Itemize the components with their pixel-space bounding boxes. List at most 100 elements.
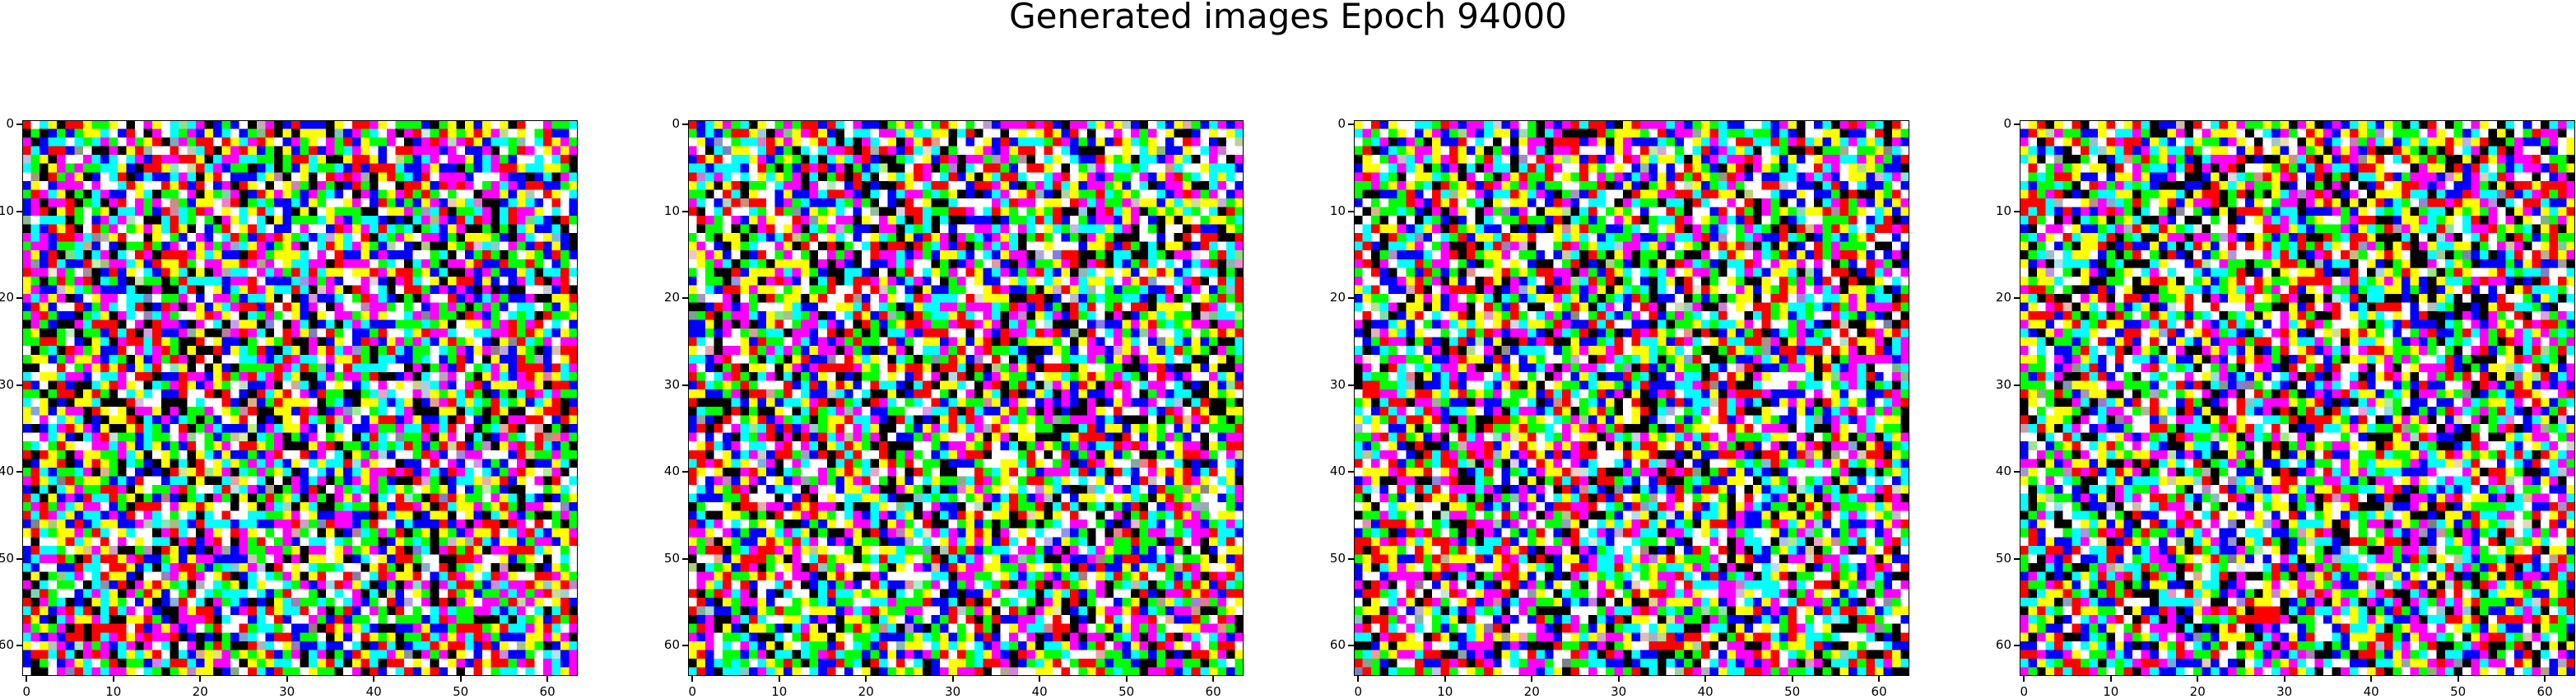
x-tick-label: 0 [22, 684, 31, 699]
y-tick-label: 10 [1995, 203, 2011, 218]
y-tick-label: 30 [663, 376, 680, 392]
x-tick-mark [2023, 676, 2025, 682]
y-tick-mark [16, 297, 22, 300]
x-tick-mark [112, 676, 114, 682]
y-tick-label: 60 [1995, 637, 2011, 653]
y-tick-label: 20 [1995, 290, 2011, 305]
x-tick-mark [778, 676, 780, 682]
axes-frame [2020, 120, 2575, 676]
y-tick-mark [682, 297, 688, 300]
x-tick-mark [1039, 676, 1041, 682]
y-tick-mark [1348, 384, 1354, 386]
x-tick-mark [1791, 676, 1793, 682]
x-tick-label: 20 [192, 684, 208, 699]
x-tick-label: 20 [1523, 684, 1540, 699]
x-tick-label: 0 [1354, 684, 1363, 699]
x-tick-mark [691, 676, 694, 682]
y-tick-mark [16, 557, 22, 560]
x-tick-mark [1212, 676, 1215, 682]
x-tick-label: 20 [858, 684, 874, 699]
y-tick-mark [16, 645, 22, 647]
x-tick-label: 30 [279, 684, 295, 699]
y-tick-mark [1348, 471, 1354, 473]
x-tick-label: 50 [1784, 684, 1801, 699]
x-tick-mark [951, 676, 954, 682]
x-tick-mark [1878, 676, 1881, 682]
x-tick-mark [2197, 676, 2199, 682]
x-tick-mark [1444, 676, 1446, 682]
x-tick-label: 40 [2363, 684, 2379, 699]
x-tick-mark [2457, 676, 2459, 682]
image-panel-4: 0 10 20 30 40 50 60 0 10 20 30 40 50 60 [1996, 118, 2575, 698]
x-tick-label: 10 [1437, 684, 1453, 699]
x-tick-label: 40 [365, 684, 382, 699]
y-tick-label: 40 [663, 464, 680, 479]
x-tick-label: 60 [2536, 684, 2553, 699]
image-panel-3: 0 10 20 30 40 50 60 0 10 20 30 40 50 60 [1330, 118, 1909, 698]
generated-image-2 [688, 120, 1244, 676]
x-tick-mark [286, 676, 288, 682]
y-tick-mark [2014, 123, 2020, 126]
y-tick-label: 0 [6, 116, 14, 132]
x-tick-mark [1531, 676, 1533, 682]
generated-image-4 [2020, 120, 2575, 676]
x-tick-label: 60 [539, 684, 556, 699]
x-tick-label: 20 [2189, 684, 2206, 699]
y-tick-label: 60 [663, 637, 680, 653]
axes-frame [22, 120, 578, 676]
y-tick-label: 30 [0, 376, 14, 392]
generated-image-3 [1354, 120, 1909, 676]
y-tick-mark [16, 471, 22, 473]
x-tick-mark [2283, 676, 2285, 682]
y-tick-label: 10 [0, 203, 14, 218]
y-tick-mark [682, 645, 688, 647]
y-tick-mark [2014, 557, 2020, 560]
y-tick-label: 50 [663, 550, 680, 566]
x-tick-label: 60 [1871, 684, 1887, 699]
y-tick-label: 60 [1329, 637, 1346, 653]
axes-frame [1354, 120, 1909, 676]
y-tick-label: 10 [1329, 203, 1346, 218]
y-tick-label: 20 [1329, 290, 1346, 305]
y-tick-label: 40 [1995, 464, 2011, 479]
y-tick-label: 0 [2003, 116, 2011, 132]
x-tick-label: 30 [1611, 684, 1627, 699]
y-tick-mark [16, 384, 22, 386]
x-tick-mark [26, 676, 28, 682]
y-tick-mark [2014, 384, 2020, 386]
x-tick-label: 10 [2103, 684, 2119, 699]
x-tick-label: 60 [1205, 684, 1221, 699]
y-tick-mark [682, 384, 688, 386]
x-tick-label: 50 [1118, 684, 1135, 699]
y-tick-label: 0 [1337, 116, 1346, 132]
image-panel-1: 0 10 20 30 40 50 60 0 10 20 30 40 50 60 [0, 118, 578, 698]
y-tick-mark [682, 210, 688, 212]
y-tick-mark [2014, 471, 2020, 473]
y-tick-mark [16, 210, 22, 212]
x-tick-mark [459, 676, 462, 682]
x-tick-label: 10 [771, 684, 788, 699]
x-tick-mark [2544, 676, 2546, 682]
x-tick-label: 0 [688, 684, 697, 699]
y-tick-mark [682, 557, 688, 560]
y-tick-label: 20 [663, 290, 680, 305]
x-tick-mark [865, 676, 867, 682]
figure-title: Generated images Epoch 94000 [1009, 0, 1567, 36]
x-tick-mark [1357, 676, 1360, 682]
y-tick-mark [1348, 297, 1354, 300]
y-tick-mark [682, 471, 688, 473]
y-tick-mark [682, 123, 688, 126]
x-tick-label: 40 [1031, 684, 1048, 699]
y-tick-mark [2014, 645, 2020, 647]
y-tick-mark [1348, 123, 1354, 126]
x-tick-mark [546, 676, 549, 682]
x-tick-label: 10 [105, 684, 122, 699]
y-tick-label: 10 [663, 203, 680, 218]
y-tick-label: 40 [0, 464, 14, 479]
x-tick-mark [199, 676, 202, 682]
y-tick-label: 30 [1995, 376, 2011, 392]
y-tick-mark [1348, 210, 1354, 212]
image-panel-2: 0 10 20 30 40 50 60 0 10 20 30 40 50 60 [664, 118, 1244, 698]
y-tick-mark [2014, 297, 2020, 300]
x-tick-label: 40 [1697, 684, 1713, 699]
